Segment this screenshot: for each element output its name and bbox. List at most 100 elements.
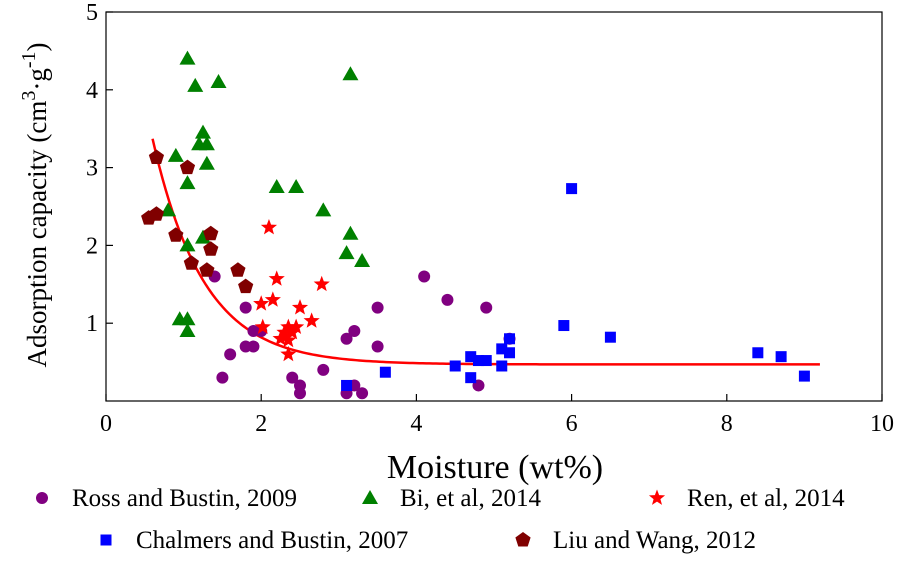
- data-point: [371, 301, 384, 314]
- y-axis-title-sup1: 3: [18, 91, 40, 101]
- data-point: [216, 371, 229, 384]
- data-point: [465, 372, 477, 384]
- data-point: [342, 66, 359, 81]
- legend-marker: [100, 534, 112, 546]
- legend-item: Ren, et al, 2014: [648, 485, 845, 512]
- plot-frame: [105, 11, 883, 402]
- data-point: [203, 225, 219, 241]
- data-point: [276, 324, 293, 340]
- data-point: [260, 219, 278, 235]
- data-point: [371, 340, 384, 353]
- data-point: [195, 124, 211, 139]
- data-point: [203, 241, 219, 256]
- data-point: [168, 227, 184, 242]
- data-point: [472, 355, 484, 367]
- data-point: [566, 183, 578, 195]
- y-axis-title-main: Adsorption capacity (cm: [22, 101, 52, 368]
- data-point: [253, 295, 270, 311]
- data-point: [268, 179, 285, 194]
- data-point: [148, 149, 165, 164]
- data-point: [288, 179, 305, 194]
- data-point: [183, 255, 199, 270]
- legend-item: Chalmers and Bustin, 2007: [100, 527, 408, 554]
- legend-label: Ren, et al, 2014: [687, 485, 845, 512]
- data-point: [354, 252, 371, 267]
- data-point: [504, 347, 516, 359]
- data-point: [286, 371, 299, 384]
- series-pentagon: [141, 149, 254, 294]
- data-point: [775, 351, 787, 363]
- data-point: [280, 345, 297, 362]
- y-axis-title-sup2: -1: [18, 51, 40, 68]
- y-tick-label: 5: [86, 0, 98, 26]
- data-point: [348, 324, 361, 337]
- data-point: [418, 270, 431, 283]
- data-point: [148, 206, 165, 221]
- data-point: [272, 330, 289, 346]
- data-point: [496, 343, 508, 355]
- legend-label: Bi, et al, 2014: [400, 485, 541, 512]
- y-tick-label: 4: [86, 78, 98, 104]
- x-tick-label: 10: [870, 411, 894, 437]
- x-tick-label: 8: [721, 411, 733, 437]
- data-point: [340, 332, 353, 345]
- data-point: [315, 202, 332, 217]
- legend-marker: [648, 489, 666, 505]
- y-tick-label: 3: [86, 156, 98, 182]
- data-point: [230, 262, 246, 277]
- data-point: [288, 318, 305, 334]
- legend-label: Liu and Wang, 2012: [553, 527, 756, 554]
- x-tick-label: 0: [100, 411, 112, 437]
- data-point: [480, 355, 492, 367]
- y-axis-title: Adsorption capacity (cm3·g-1): [18, 42, 52, 367]
- data-point: [604, 331, 616, 343]
- data-point: [264, 291, 281, 307]
- legend-item: Liu and Wang, 2012: [515, 527, 756, 554]
- data-point: [338, 245, 355, 260]
- data-point: [284, 324, 301, 340]
- data-point: [441, 293, 454, 306]
- data-point: [210, 74, 227, 89]
- y-tick-label: 1: [86, 311, 98, 337]
- data-point: [280, 318, 297, 334]
- series-triangle: [160, 50, 371, 337]
- data-point: [179, 322, 196, 337]
- data-point: [504, 333, 516, 345]
- data-point: [313, 275, 330, 292]
- y-tick-label: 2: [86, 233, 98, 259]
- data-point: [341, 379, 353, 391]
- legend-marker: [515, 532, 531, 547]
- x-tick-label: 2: [255, 411, 267, 437]
- data-point: [449, 360, 461, 372]
- data-point: [199, 262, 215, 277]
- data-point: [167, 147, 184, 162]
- data-point: [247, 340, 260, 353]
- data-point: [179, 311, 196, 326]
- legend-marker: [362, 490, 378, 504]
- y-axis-title-mid: ·g: [22, 68, 52, 91]
- data-point: [179, 237, 196, 252]
- data-point: [280, 331, 297, 348]
- data-point: [254, 318, 271, 334]
- data-point: [480, 301, 493, 314]
- x-tick-label: 4: [410, 411, 422, 437]
- legend-item: Bi, et al, 2014: [362, 485, 541, 512]
- data-point: [303, 312, 320, 328]
- data-point: [465, 351, 477, 363]
- data-point: [291, 299, 309, 315]
- y-axis-title-end: ): [22, 42, 52, 51]
- data-point: [238, 278, 254, 294]
- data-point: [239, 301, 252, 314]
- data-point: [179, 50, 196, 65]
- legend-marker: [36, 492, 48, 504]
- data-point: [187, 77, 204, 92]
- legend-label: Ross and Bustin, 2009: [72, 485, 297, 512]
- data-point: [268, 270, 285, 286]
- data-point: [798, 370, 810, 382]
- legend-label: Chalmers and Bustin, 2007: [136, 527, 408, 554]
- data-point: [317, 363, 330, 376]
- data-point: [342, 225, 359, 240]
- data-point: [356, 387, 369, 400]
